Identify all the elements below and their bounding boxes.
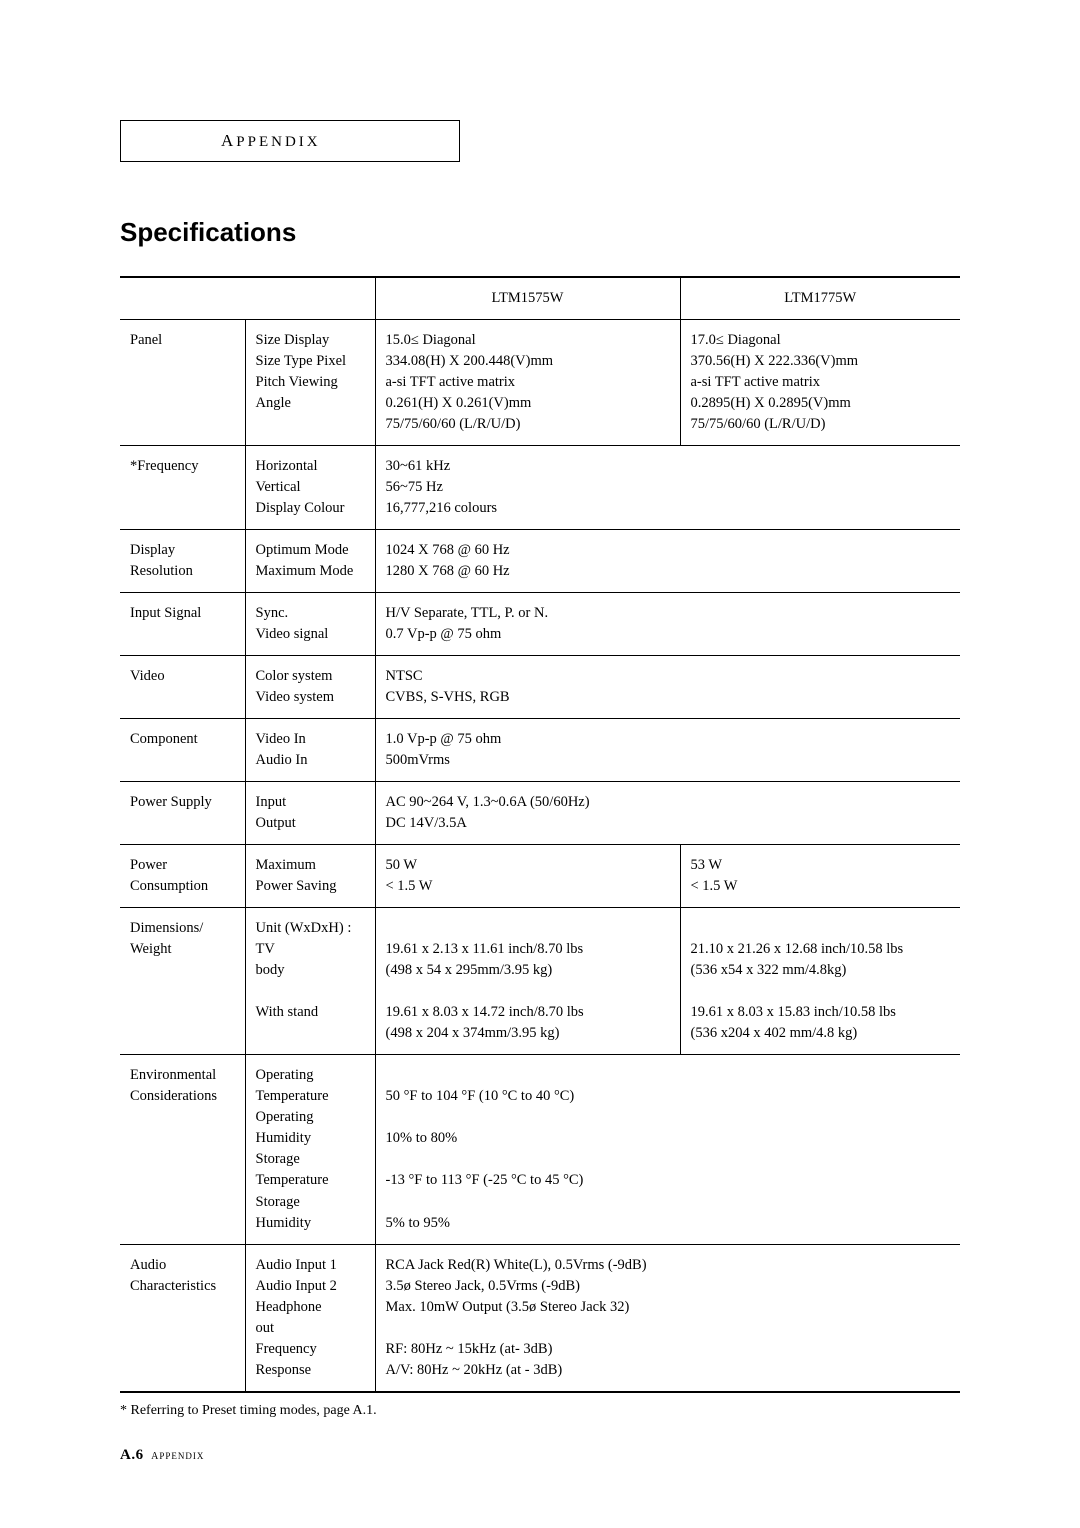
- resolution-val: 1024 X 768 @ 60 Hz1280 X 768 @ 60 Hz: [375, 530, 960, 593]
- specifications-table: LTM1575W LTM1775W Panel Size DisplaySize…: [120, 276, 960, 1393]
- frequency-cat: *Frequency: [120, 446, 245, 530]
- appendix-header-box: APPENDIX: [120, 120, 460, 162]
- video-param: Color systemVideo system: [245, 656, 375, 719]
- power-supply-cat: Power Supply: [120, 782, 245, 845]
- panel-v2: 17.0≤ Diagonal370.56(H) X 222.336(V)mma-…: [680, 320, 960, 446]
- video-val: NTSCCVBS, S-VHS, RGB: [375, 656, 960, 719]
- panel-v1: 15.0≤ Diagonal334.08(H) X 200.448(V)mma-…: [375, 320, 680, 446]
- input-signal-cat: Input Signal: [120, 593, 245, 656]
- power-consumption-param: MaximumPower Saving: [245, 845, 375, 908]
- row-environmental: EnvironmentalConsiderations OperatingTem…: [120, 1055, 960, 1244]
- power-consumption-v2: 53 W< 1.5 W: [680, 845, 960, 908]
- input-signal-val: H/V Separate, TTL, P. or N.0.7 Vp-p @ 75…: [375, 593, 960, 656]
- table-header-row: LTM1575W LTM1775W: [120, 277, 960, 320]
- header-model2: LTM1775W: [680, 277, 960, 320]
- page-container: APPENDIX Specifications LTM1575W LTM1775…: [0, 0, 1080, 1524]
- power-consumption-cat: PowerConsumption: [120, 845, 245, 908]
- header-blank-2: [245, 277, 375, 320]
- row-resolution: DisplayResolution Optimum ModeMaximum Mo…: [120, 530, 960, 593]
- row-frequency: *Frequency HorizontalVerticalDisplay Col…: [120, 446, 960, 530]
- component-cat: Component: [120, 719, 245, 782]
- header-blank-1: [120, 277, 245, 320]
- page-number-section-rest: PPENDIX: [159, 1451, 204, 1461]
- panel-param: Size DisplaySize Type PixelPitch Viewing…: [245, 320, 375, 446]
- dimensions-v2: 21.10 x 21.26 x 12.68 inch/10.58 lbs(536…: [680, 908, 960, 1055]
- panel-cat: Panel: [120, 320, 245, 446]
- page-number: A.6 APPENDIX: [120, 1447, 960, 1464]
- power-supply-val: AC 90~264 V, 1.3~0.6A (50/60Hz)DC 14V/3.…: [375, 782, 960, 845]
- video-cat: Video: [120, 656, 245, 719]
- environmental-val: 50 °F to 104 °F (10 °C to 40 °C)10% to 8…: [375, 1055, 960, 1244]
- input-signal-param: Sync.Video signal: [245, 593, 375, 656]
- row-audio: AudioCharacteristics Audio Input 1Audio …: [120, 1244, 960, 1392]
- row-input-signal: Input Signal Sync.Video signal H/V Separ…: [120, 593, 960, 656]
- row-video: Video Color systemVideo system NTSCCVBS,…: [120, 656, 960, 719]
- row-power-consumption: PowerConsumption MaximumPower Saving 50 …: [120, 845, 960, 908]
- power-consumption-v1: 50 W< 1.5 W: [375, 845, 680, 908]
- appendix-header-a: A: [221, 131, 236, 150]
- footnote: * Referring to Preset timing modes, page…: [120, 1403, 960, 1419]
- page-title: Specifications: [120, 217, 960, 248]
- environmental-param: OperatingTemperatureOperatingHumiditySto…: [245, 1055, 375, 1244]
- resolution-param: Optimum ModeMaximum Mode: [245, 530, 375, 593]
- row-power-supply: Power Supply InputOutput AC 90~264 V, 1.…: [120, 782, 960, 845]
- component-val: 1.0 Vp-p @ 75 ohm500mVrms: [375, 719, 960, 782]
- audio-cat: AudioCharacteristics: [120, 1244, 245, 1392]
- row-panel: Panel Size DisplaySize Type PixelPitch V…: [120, 320, 960, 446]
- row-component: Component Video InAudio In 1.0 Vp-p @ 75…: [120, 719, 960, 782]
- audio-val: RCA Jack Red(R) White(L), 0.5Vrms (-9dB)…: [375, 1244, 960, 1392]
- environmental-cat: EnvironmentalConsiderations: [120, 1055, 245, 1244]
- dimensions-param: Unit (WxDxH) :TVbodyWith stand: [245, 908, 375, 1055]
- frequency-param: HorizontalVerticalDisplay Colour: [245, 446, 375, 530]
- power-supply-param: InputOutput: [245, 782, 375, 845]
- dimensions-cat: Dimensions/Weight: [120, 908, 245, 1055]
- dimensions-v1: 19.61 x 2.13 x 11.61 inch/8.70 lbs(498 x…: [375, 908, 680, 1055]
- component-param: Video InAudio In: [245, 719, 375, 782]
- audio-param: Audio Input 1Audio Input 2HeadphoneoutFr…: [245, 1244, 375, 1392]
- appendix-header-rest: PPENDIX: [236, 134, 320, 150]
- header-model1: LTM1575W: [375, 277, 680, 320]
- row-dimensions: Dimensions/Weight Unit (WxDxH) :TVbodyWi…: [120, 908, 960, 1055]
- resolution-cat: DisplayResolution: [120, 530, 245, 593]
- frequency-val: 30~61 kHz56~75 Hz16,777,216 colours: [375, 446, 960, 530]
- page-number-label: A.6: [120, 1447, 144, 1463]
